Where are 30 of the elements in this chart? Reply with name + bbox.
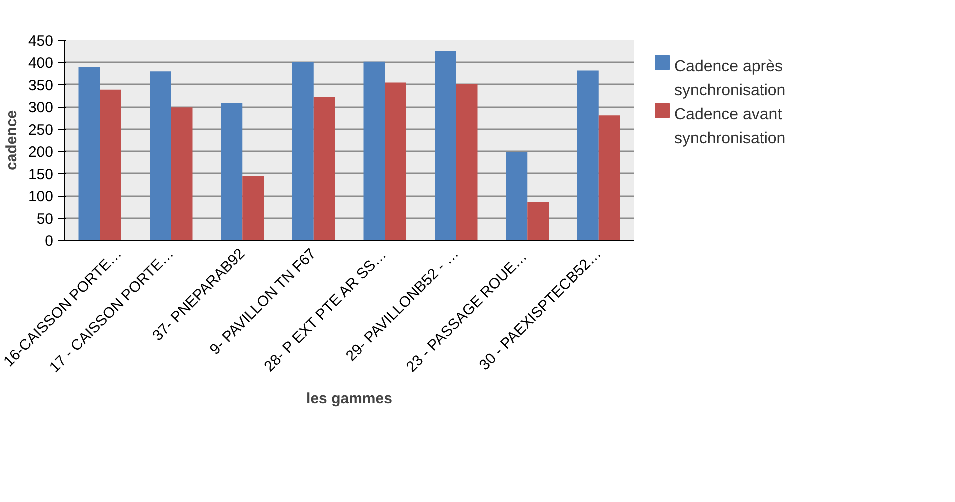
- y-tick-label: 150: [28, 166, 54, 184]
- bar: [598, 116, 620, 240]
- y-tick-label: 0: [45, 233, 54, 250]
- y-tick-label: 200: [28, 144, 54, 162]
- legend-label: Cadence avant synchronisation: [674, 106, 786, 148]
- bar: [435, 51, 456, 240]
- y-tick-label: 450: [28, 33, 54, 50]
- bar: [528, 202, 549, 240]
- bar: [292, 62, 314, 240]
- y-tick-label: 300: [28, 100, 54, 117]
- bar: [171, 108, 193, 240]
- bar: [221, 103, 243, 240]
- bar: [314, 97, 336, 240]
- bar: [385, 82, 406, 240]
- y-tick-label: 250: [28, 122, 54, 139]
- legend-label: Cadence après synchronisation: [674, 58, 786, 100]
- bar: [100, 90, 122, 240]
- bar: [364, 62, 386, 240]
- bar: [578, 70, 599, 240]
- x-axis-title: les gammes: [306, 390, 392, 408]
- y-tick-label: 50: [36, 210, 54, 228]
- bar: [242, 176, 264, 240]
- y-tick-label: 100: [28, 188, 54, 206]
- y-tick-label: 350: [28, 77, 54, 94]
- bar: [150, 72, 172, 240]
- bar: [78, 67, 100, 240]
- y-axis-title: cadence: [3, 110, 20, 171]
- bar: [456, 84, 478, 240]
- bar: [506, 152, 528, 240]
- y-tick-label: 400: [28, 55, 54, 72]
